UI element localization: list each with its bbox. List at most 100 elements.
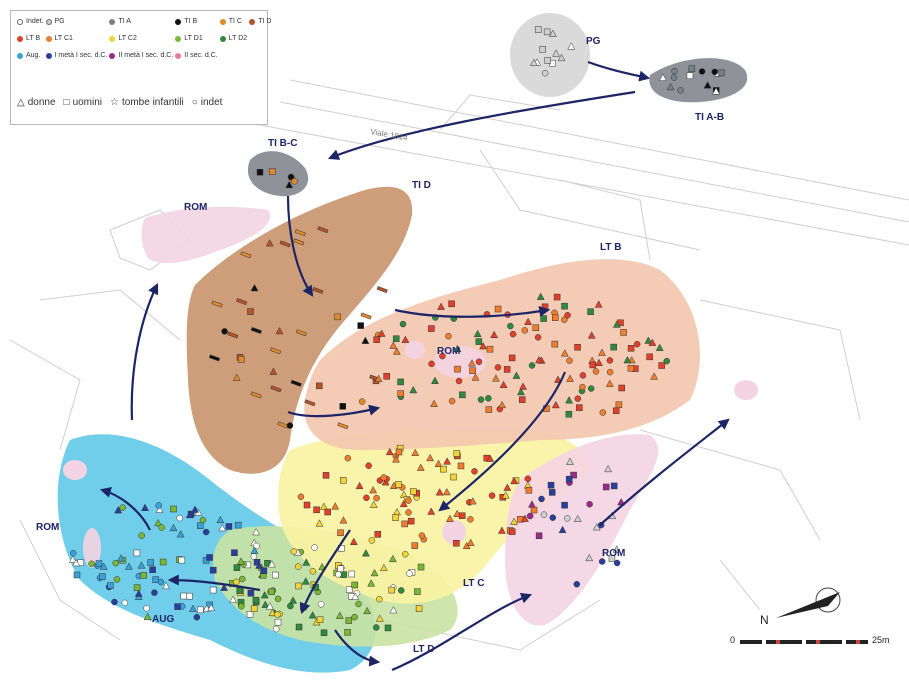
burial-marker	[286, 422, 294, 429]
legend-item: LT B	[17, 35, 44, 42]
legend-shape-glyph: ☆	[110, 97, 119, 108]
burial-marker	[297, 493, 305, 501]
burial-marker	[565, 396, 573, 404]
burial-marker	[218, 523, 227, 532]
burial-marker	[197, 606, 204, 614]
burial-marker	[285, 180, 294, 189]
burial-marker	[595, 358, 603, 366]
burial-marker	[541, 303, 549, 311]
legend-label: LT D1	[184, 35, 203, 42]
burial-marker	[191, 505, 199, 513]
burial-marker	[272, 625, 280, 633]
burial-marker	[290, 379, 302, 387]
burial-marker	[246, 611, 254, 618]
burial-marker	[250, 327, 262, 334]
legend-swatch	[17, 52, 23, 59]
burial-marker	[140, 572, 147, 579]
burial-marker	[557, 53, 566, 62]
burial-marker	[564, 312, 571, 319]
zone-ltc	[278, 429, 590, 604]
burial-marker	[517, 387, 525, 396]
burial-marker	[477, 396, 485, 403]
burial-marker	[448, 397, 456, 405]
burial-marker	[361, 336, 370, 344]
burial-marker	[548, 29, 557, 37]
burial-marker	[594, 300, 603, 308]
label-rom-east: ROM	[602, 548, 625, 559]
burial-marker	[355, 481, 364, 490]
burial-marker	[250, 283, 259, 292]
burial-marker	[566, 374, 574, 382]
burial-marker	[561, 316, 568, 324]
burial-marker	[411, 448, 420, 456]
burial-marker	[88, 560, 95, 568]
burial-marker	[287, 173, 295, 181]
legend-item: II metà I sec. d.C.	[109, 52, 173, 59]
burial-marker	[498, 400, 507, 409]
legend-swatch	[45, 18, 52, 25]
arrow-ltc-ltd	[299, 529, 351, 615]
burial-marker	[237, 557, 245, 565]
burial-marker	[265, 602, 274, 610]
burial-marker	[380, 474, 387, 481]
burial-marker	[337, 422, 349, 430]
burial-marker	[388, 554, 397, 563]
burial-marker	[157, 578, 165, 586]
legend-swatch	[17, 18, 23, 25]
legend-item: LT D1	[175, 35, 217, 42]
burial-marker	[426, 453, 435, 462]
burial-marker	[587, 308, 594, 315]
burial-marker	[561, 302, 568, 310]
burial-marker	[613, 559, 621, 567]
burial-marker	[233, 564, 241, 571]
burial-marker	[272, 571, 279, 579]
burial-marker	[143, 612, 152, 621]
legend-swatch	[45, 52, 52, 59]
burial-marker	[344, 629, 351, 636]
burial-marker	[365, 462, 372, 469]
burial-marker	[453, 344, 462, 352]
burial-marker	[392, 335, 400, 342]
legend-item: II sec. d.C.	[175, 52, 218, 59]
burial-marker	[534, 334, 542, 341]
legend-item: I metà I sec. d.C.	[45, 52, 107, 59]
burial-marker	[363, 494, 370, 502]
burial-marker	[521, 514, 529, 522]
burial-marker	[337, 529, 344, 537]
burial-marker	[457, 462, 465, 470]
burial-marker	[666, 82, 675, 91]
burial-marker	[301, 577, 310, 585]
burial-marker	[540, 511, 548, 518]
label-rom-nw: ROM	[184, 202, 207, 213]
burial-marker	[202, 528, 210, 536]
burial-marker	[367, 579, 376, 587]
burial-marker	[207, 603, 216, 611]
burial-marker	[174, 603, 181, 610]
burial-marker	[406, 570, 413, 577]
burial-marker	[250, 391, 262, 399]
legend-items: Indet. PG TI A TI B TI C TI D LT B LT C1 LT C2 LT…	[17, 18, 271, 59]
burial-marker	[294, 229, 306, 237]
burial-marker	[579, 383, 586, 391]
burial-marker	[294, 563, 302, 570]
burial-marker	[234, 521, 242, 529]
burial-marker	[599, 409, 607, 416]
burial-marker	[373, 336, 380, 343]
burial-marker	[538, 495, 545, 503]
burial-marker	[486, 454, 495, 462]
burial-marker	[348, 570, 355, 578]
burial-marker	[605, 379, 614, 387]
burial-marker	[411, 542, 419, 549]
burial-marker	[269, 367, 278, 375]
burial-marker	[351, 581, 358, 589]
burial-marker	[331, 502, 340, 510]
burial-marker	[567, 42, 576, 50]
burial-marker	[566, 357, 573, 364]
burial-marker	[606, 357, 614, 364]
burial-marker	[155, 505, 164, 513]
burial-marker	[475, 358, 483, 366]
burial-marker	[227, 331, 239, 339]
burial-marker	[117, 554, 125, 562]
burial-marker	[176, 514, 183, 522]
burial-marker	[549, 514, 557, 521]
